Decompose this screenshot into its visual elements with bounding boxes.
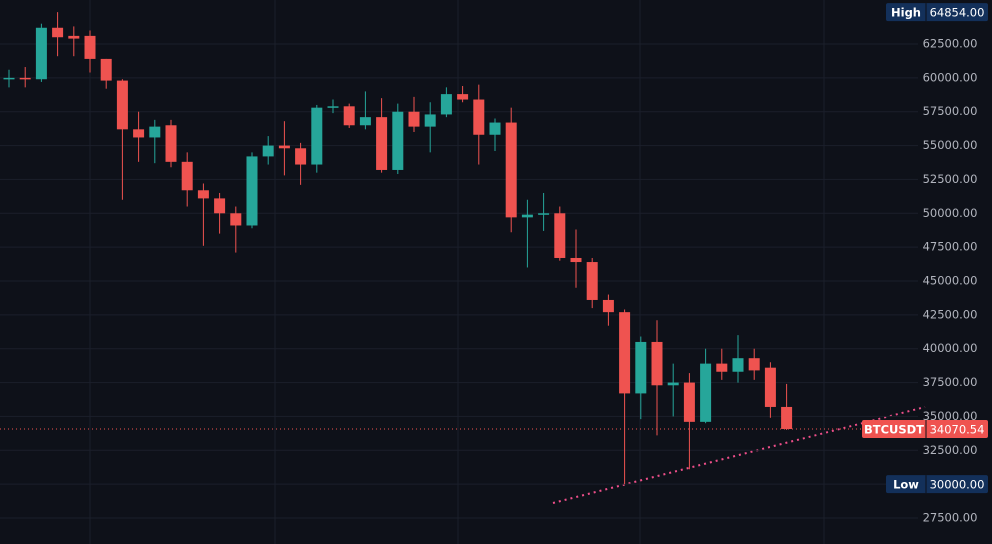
candle-body (376, 117, 388, 170)
candle-body (619, 312, 631, 394)
vertical-grid (89, 0, 825, 544)
candle-body (683, 382, 695, 422)
candle-body (165, 125, 177, 162)
candle-body (748, 358, 760, 371)
candle-body (230, 213, 242, 226)
candle-body (343, 106, 355, 126)
y-tick-label: 47500.00 (923, 240, 978, 254)
marker-value: 34070.54 (930, 423, 985, 437)
candle-body (359, 117, 371, 126)
y-tick-label: 42500.00 (923, 307, 978, 321)
y-tick-label: 50000.00 (923, 206, 978, 220)
y-tick-label: 37500.00 (923, 375, 978, 389)
candle-body (181, 161, 193, 191)
y-tick-label: 45000.00 (923, 274, 978, 288)
trend-line (552, 406, 926, 504)
y-tick-label: 60000.00 (923, 70, 978, 84)
candle-body (149, 126, 161, 138)
candle-body (554, 213, 566, 258)
marker-label: Low (893, 478, 919, 492)
candle-body (505, 122, 517, 218)
candle-body (440, 94, 452, 115)
candle-body (457, 94, 469, 100)
candle-body (3, 77, 15, 80)
candle-body (262, 145, 274, 157)
candle-body (246, 156, 258, 226)
candle-body (100, 58, 112, 81)
marker-box (886, 3, 988, 22)
candle-body (68, 35, 80, 39)
candle-body (408, 111, 420, 127)
marker-box (862, 420, 988, 439)
candle-body (764, 367, 776, 407)
candle-body (700, 363, 712, 422)
y-tick-label: 27500.00 (923, 510, 978, 524)
y-tick-label: 35000.00 (923, 409, 978, 423)
candle-body (295, 148, 307, 165)
y-tick-label: 55000.00 (923, 138, 978, 152)
candle-body (635, 341, 647, 394)
marker-value: 30000.00 (930, 478, 985, 492)
marker-label: High (891, 6, 921, 20)
y-tick-label: 57500.00 (923, 104, 978, 118)
y-tick-label: 62500.00 (923, 37, 978, 51)
candle-body (311, 107, 323, 165)
candle-body (133, 129, 145, 138)
y-tick-label: 52500.00 (923, 172, 978, 186)
candle-body (278, 145, 290, 149)
candle-body (586, 262, 598, 300)
candle-body (392, 111, 404, 170)
candle-body (473, 99, 485, 135)
candle-body (84, 35, 96, 59)
candle-body (19, 77, 31, 80)
candle-body (538, 213, 550, 215)
candle-body (52, 27, 64, 38)
candle-body (327, 106, 339, 108)
candle-body (214, 198, 226, 214)
candle-body (35, 27, 47, 80)
candle-body (570, 257, 582, 263)
candle-body (651, 341, 663, 386)
candle-body (489, 122, 501, 135)
candle-body (116, 80, 128, 130)
y-tick-label: 32500.00 (923, 443, 978, 457)
candle-body (781, 406, 793, 430)
marker-box (886, 475, 988, 494)
candle-body (667, 382, 679, 386)
marker-label: BTCUSDT (864, 423, 924, 437)
candle-body (602, 299, 614, 313)
marker-value: 64854.00 (930, 6, 985, 20)
candle-body (521, 214, 533, 218)
candle-body (732, 358, 744, 372)
y-tick-label: 40000.00 (923, 341, 978, 355)
candle-body (424, 114, 436, 127)
candle-body (197, 190, 209, 199)
candle-body (716, 363, 728, 372)
